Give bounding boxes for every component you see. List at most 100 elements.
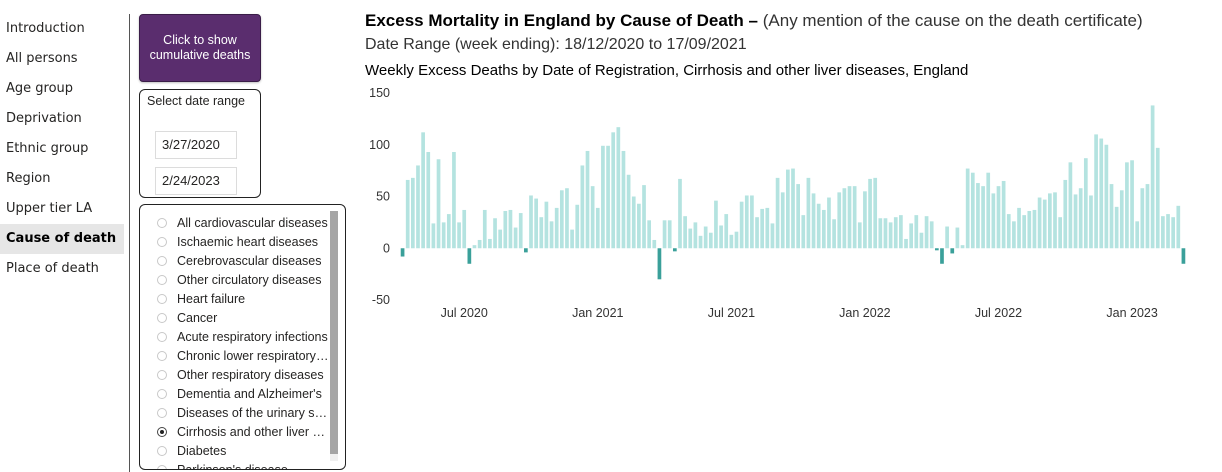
excess-deaths-bar[interactable] — [1114, 206, 1119, 249]
excess-deaths-bar[interactable] — [524, 248, 528, 253]
excess-deaths-bar[interactable] — [565, 188, 569, 249]
excess-deaths-bar[interactable] — [960, 245, 965, 249]
excess-deaths-bar[interactable] — [1032, 209, 1037, 249]
excess-deaths-bar[interactable] — [950, 248, 955, 254]
excess-deaths-bar[interactable] — [760, 208, 765, 249]
excess-deaths-bar[interactable] — [904, 238, 908, 249]
excess-deaths-bar[interactable] — [708, 232, 713, 249]
excess-deaths-bar[interactable] — [1125, 162, 1129, 249]
excess-deaths-bar[interactable] — [637, 203, 641, 249]
excess-deaths-bar[interactable] — [873, 177, 878, 249]
excess-deaths-bar[interactable] — [1042, 199, 1047, 249]
excess-deaths-bar[interactable] — [472, 245, 477, 249]
excess-deaths-bar[interactable] — [436, 159, 441, 249]
excess-deaths-bar[interactable] — [1063, 179, 1068, 249]
nav-item-deprivation[interactable]: Deprivation — [6, 111, 82, 126]
cause-option[interactable]: Ischaemic heart diseases — [140, 232, 330, 251]
excess-deaths-bar[interactable] — [893, 217, 898, 249]
excess-deaths-bar[interactable] — [482, 209, 487, 249]
excess-deaths-bar[interactable] — [806, 177, 811, 249]
excess-deaths-bar[interactable] — [631, 196, 636, 249]
excess-deaths-bar[interactable] — [698, 235, 703, 249]
excess-deaths-bar[interactable] — [801, 215, 806, 249]
excess-deaths-bar[interactable] — [1078, 188, 1083, 249]
excess-deaths-bar[interactable] — [693, 222, 698, 249]
excess-deaths-bar[interactable] — [765, 207, 770, 249]
excess-deaths-bar[interactable] — [405, 179, 410, 249]
excess-deaths-bar[interactable] — [621, 150, 626, 249]
excess-deaths-bar[interactable] — [441, 222, 446, 249]
cause-option[interactable]: Cerebrovascular diseases — [140, 251, 330, 270]
excess-deaths-bar[interactable] — [426, 152, 431, 249]
excess-deaths-bar[interactable] — [857, 222, 862, 249]
radio-unchecked-icon[interactable] — [157, 331, 167, 342]
excess-deaths-bar[interactable] — [940, 248, 944, 264]
excess-deaths-bar[interactable] — [837, 192, 842, 249]
excess-deaths-bar[interactable] — [1130, 160, 1134, 249]
excess-deaths-bar[interactable] — [1089, 195, 1093, 249]
excess-deaths-bar[interactable] — [878, 218, 883, 249]
cause-option[interactable]: All cardiovascular diseases — [140, 213, 330, 232]
excess-deaths-bar[interactable] — [1181, 248, 1186, 264]
excess-deaths-bar[interactable] — [652, 239, 657, 249]
excess-deaths-bar[interactable] — [590, 186, 595, 249]
excess-deaths-bar[interactable] — [847, 186, 852, 249]
excess-deaths-bar[interactable] — [421, 132, 425, 249]
cause-scrollbar-thumb[interactable] — [330, 211, 338, 454]
excess-deaths-bar[interactable] — [493, 218, 497, 249]
excess-deaths-bar[interactable] — [827, 197, 831, 249]
radio-unchecked-icon[interactable] — [157, 274, 167, 285]
excess-deaths-bar[interactable] — [970, 172, 975, 249]
excess-deaths-bar[interactable] — [1176, 205, 1181, 249]
excess-deaths-bar[interactable] — [1094, 134, 1098, 249]
cause-option[interactable]: Heart failure — [140, 289, 330, 308]
excess-deaths-bar[interactable] — [909, 223, 914, 249]
cause-option[interactable]: Other respiratory diseases — [140, 365, 330, 384]
radio-unchecked-icon[interactable] — [157, 445, 167, 456]
excess-deaths-bar[interactable] — [534, 198, 538, 249]
excess-deaths-bar[interactable] — [683, 216, 687, 249]
excess-deaths-bar[interactable] — [606, 145, 610, 249]
excess-deaths-bar[interactable] — [488, 238, 492, 249]
nav-item-introduction[interactable]: Introduction — [6, 21, 85, 36]
excess-deaths-bar[interactable] — [457, 222, 461, 249]
excess-deaths-bar[interactable] — [1058, 217, 1062, 249]
radio-unchecked-icon[interactable] — [157, 407, 167, 418]
excess-deaths-bar[interactable] — [991, 193, 996, 249]
excess-deaths-bar[interactable] — [1150, 105, 1155, 249]
excess-deaths-bar[interactable] — [1012, 221, 1016, 249]
excess-deaths-bar[interactable] — [714, 200, 718, 249]
excess-deaths-bar[interactable] — [955, 227, 960, 249]
nav-item-ethnic-group[interactable]: Ethnic group — [6, 141, 89, 156]
excess-deaths-bar[interactable] — [1017, 207, 1021, 249]
radio-unchecked-icon[interactable] — [157, 293, 167, 304]
excess-deaths-bar[interactable] — [996, 186, 1001, 249]
excess-deaths-bar[interactable] — [539, 217, 544, 249]
excess-deaths-bar[interactable] — [842, 188, 847, 249]
excess-deaths-bar[interactable] — [503, 210, 508, 249]
excess-deaths-bar[interactable] — [672, 248, 677, 252]
excess-deaths-bar[interactable] — [976, 183, 980, 249]
excess-deaths-bar[interactable] — [1155, 147, 1160, 249]
excess-deaths-bar[interactable] — [452, 152, 456, 249]
cause-option[interactable]: Other circulatory diseases — [140, 270, 330, 289]
excess-deaths-bar[interactable] — [821, 209, 826, 249]
cause-option[interactable]: Dementia and Alzheimer's — [140, 384, 330, 403]
excess-deaths-bar[interactable] — [678, 178, 682, 249]
excess-deaths-bar[interactable] — [1109, 184, 1114, 249]
excess-deaths-bar[interactable] — [477, 239, 482, 249]
excess-deaths-bar[interactable] — [462, 209, 467, 249]
excess-deaths-bar[interactable] — [1145, 184, 1150, 249]
radio-unchecked-icon[interactable] — [157, 350, 167, 361]
excess-deaths-bar[interactable] — [518, 213, 523, 249]
excess-deaths-bar[interactable] — [981, 186, 985, 249]
excess-deaths-bar[interactable] — [832, 219, 836, 249]
excess-deaths-bar[interactable] — [513, 227, 518, 249]
excess-deaths-bar[interactable] — [642, 185, 646, 249]
cause-option[interactable]: Parkinson's disease — [140, 460, 330, 469]
excess-deaths-bar[interactable] — [734, 231, 739, 249]
excess-deaths-bar[interactable] — [549, 221, 554, 249]
excess-deaths-bar[interactable] — [934, 248, 939, 251]
excess-deaths-bar[interactable] — [1001, 180, 1006, 249]
nav-item-age-group[interactable]: Age group — [6, 81, 74, 96]
